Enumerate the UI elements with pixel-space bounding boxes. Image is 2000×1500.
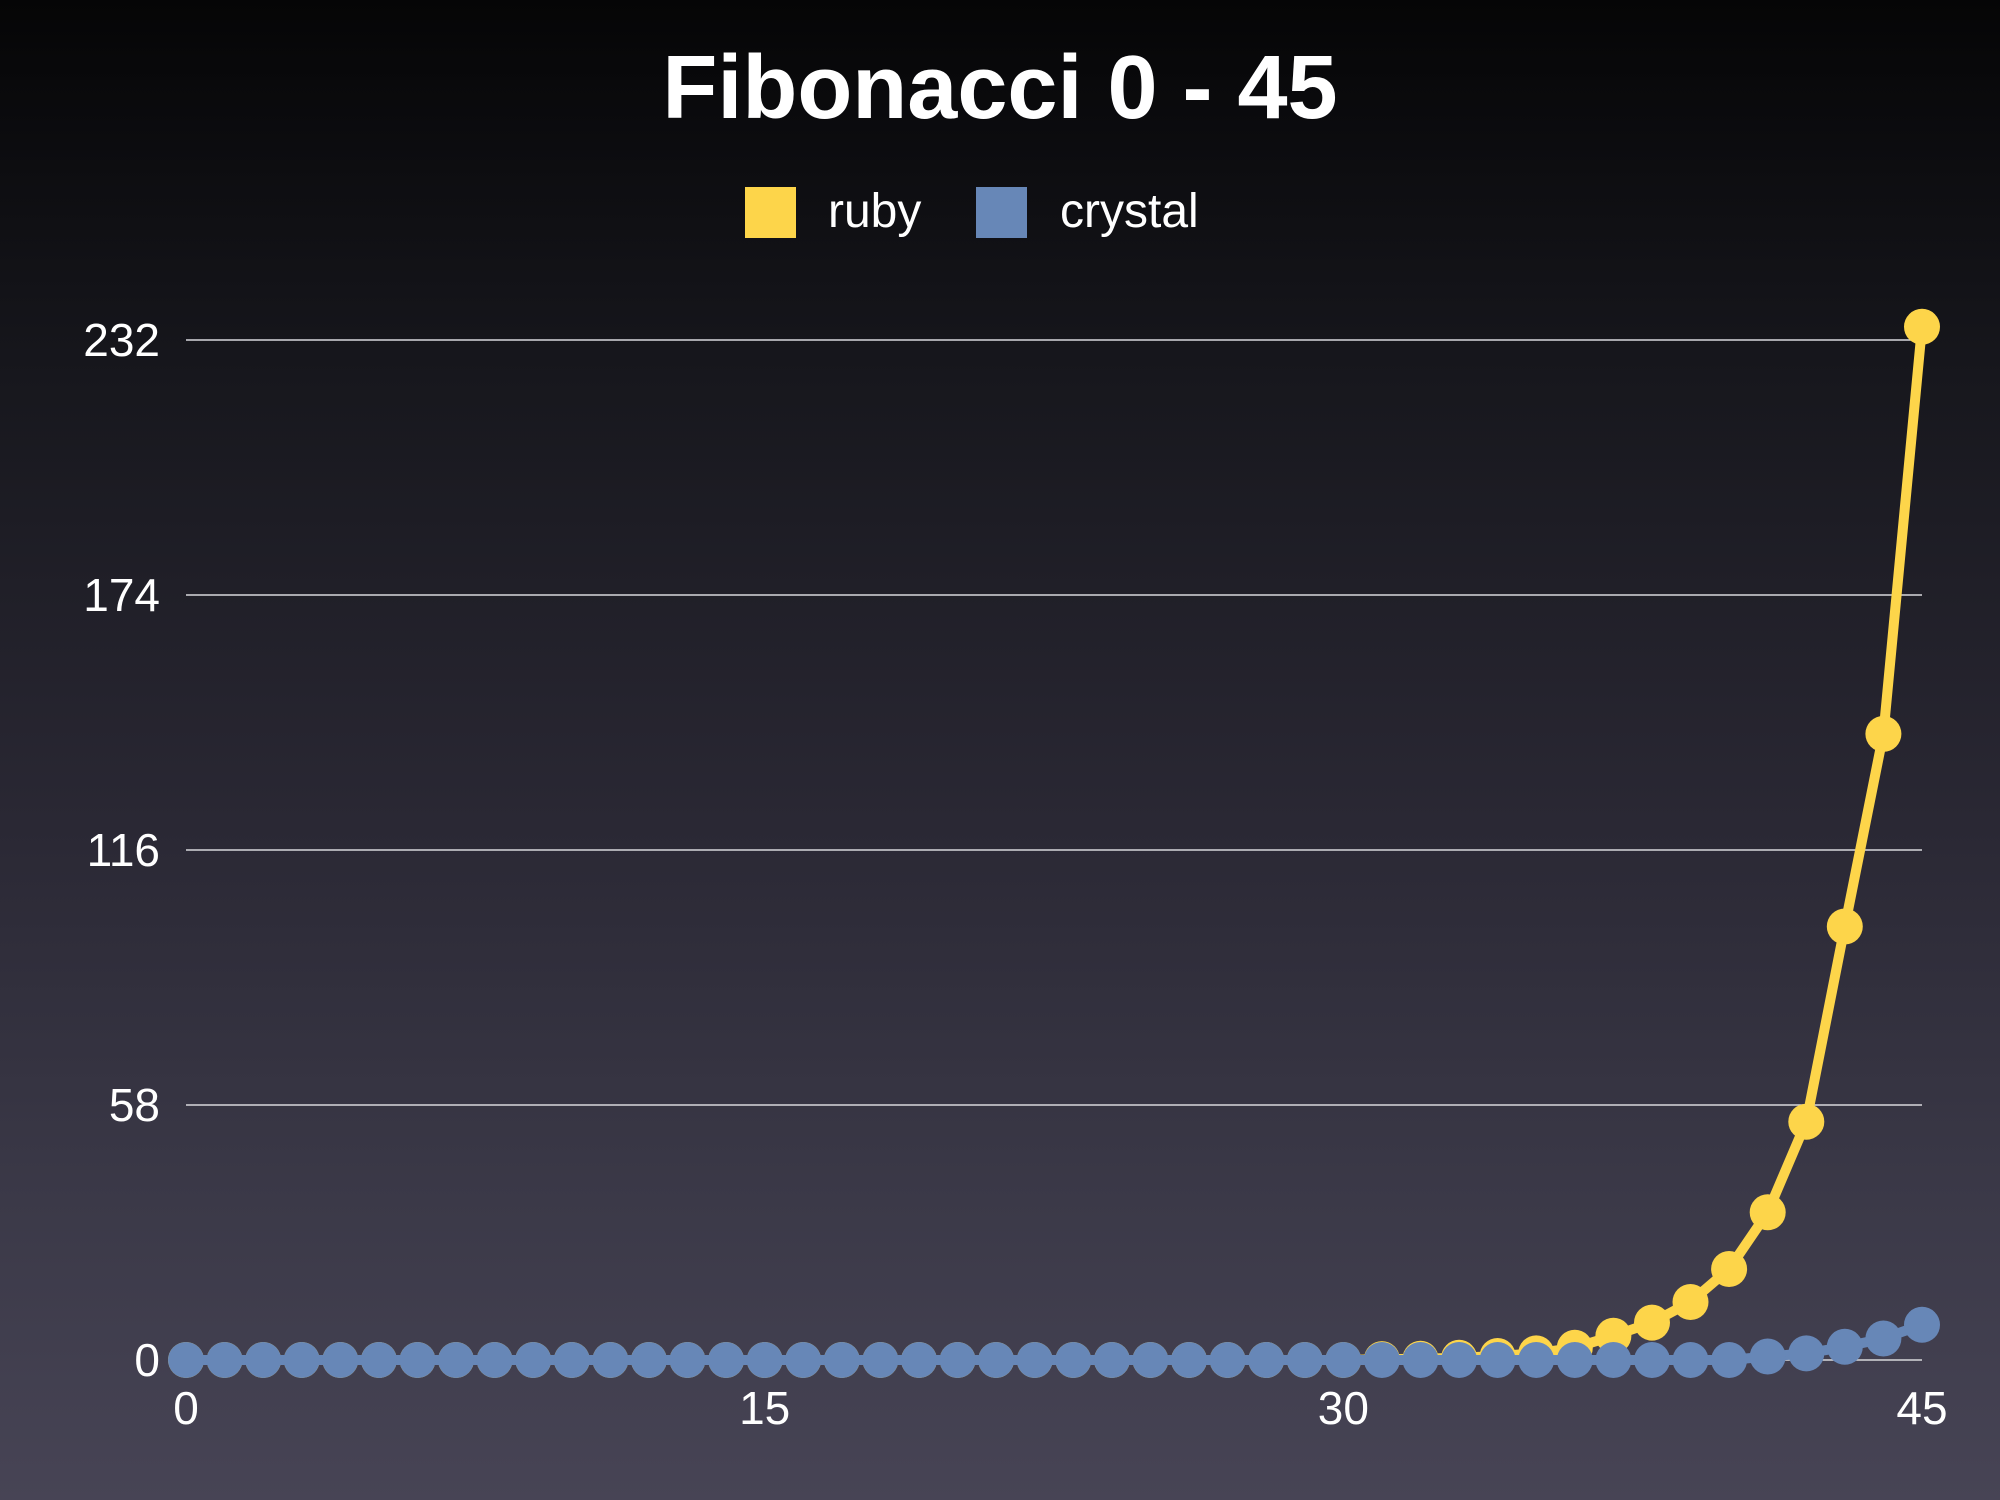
data-point-crystal xyxy=(1055,1342,1092,1378)
series-line-ruby xyxy=(186,326,1927,1365)
data-point-ruby xyxy=(1634,1304,1670,1341)
y-tick-label: 174 xyxy=(83,569,160,621)
data-point-crystal xyxy=(283,1342,320,1378)
y-axis-ticks: 0 58 116 174 232 xyxy=(83,314,160,1386)
data-point-crystal xyxy=(862,1342,899,1378)
data-point-ruby xyxy=(1865,715,1902,752)
data-point-crystal xyxy=(1171,1342,1207,1378)
data-point-crystal xyxy=(1402,1342,1439,1378)
data-point-crystal xyxy=(1132,1342,1169,1378)
data-point-crystal xyxy=(1711,1342,1748,1378)
data-point-crystal xyxy=(669,1342,706,1378)
data-point-crystal xyxy=(1209,1342,1246,1378)
data-point-crystal xyxy=(1518,1342,1555,1378)
data-point-ruby xyxy=(1788,1103,1825,1140)
y-tick-label: 232 xyxy=(83,314,160,366)
legend-label-crystal: crystal xyxy=(1060,185,1199,238)
data-point-crystal xyxy=(1865,1320,1902,1357)
legend-swatch-crystal xyxy=(976,187,1027,238)
data-point-crystal xyxy=(746,1342,783,1378)
data-point-crystal xyxy=(1556,1342,1593,1378)
y-tick-label: 58 xyxy=(109,1079,160,1131)
x-tick-label: 0 xyxy=(173,1382,199,1434)
data-point-crystal xyxy=(399,1342,436,1378)
data-point-crystal xyxy=(1363,1342,1400,1378)
series-line-crystal xyxy=(186,1320,1924,1365)
x-tick-label: 45 xyxy=(1896,1382,1947,1434)
data-point-crystal xyxy=(1286,1342,1323,1378)
gridlines xyxy=(186,339,1922,1361)
chart-title: Fibonacci 0 - 45 xyxy=(662,38,1337,138)
data-point-crystal xyxy=(785,1342,822,1378)
legend-swatch-ruby xyxy=(745,187,796,238)
data-point-crystal xyxy=(515,1342,552,1378)
data-point-crystal xyxy=(708,1342,745,1378)
data-point-crystal xyxy=(168,1342,204,1378)
data-point-crystal xyxy=(438,1342,474,1378)
data-point-crystal xyxy=(978,1342,1015,1378)
data-point-crystal xyxy=(1634,1342,1670,1378)
data-point-crystal xyxy=(1904,1306,1940,1343)
series-layer xyxy=(168,308,1940,1378)
series-crystal xyxy=(168,1306,1940,1378)
data-point-crystal xyxy=(1672,1342,1709,1378)
legend: ruby crystal xyxy=(745,185,1199,238)
data-point-ruby xyxy=(1826,908,1863,945)
data-point-ruby xyxy=(1711,1251,1748,1287)
data-point-crystal xyxy=(901,1342,937,1378)
data-point-crystal xyxy=(1788,1335,1825,1372)
y-tick-label: 0 xyxy=(134,1334,160,1386)
data-point-crystal xyxy=(476,1342,513,1378)
y-tick-label: 116 xyxy=(87,824,160,876)
data-point-crystal xyxy=(592,1342,629,1378)
series-ruby xyxy=(168,308,1940,1378)
data-point-crystal xyxy=(1441,1342,1478,1378)
data-point-crystal xyxy=(630,1342,667,1378)
data-point-crystal xyxy=(1749,1338,1786,1375)
data-point-crystal xyxy=(939,1342,976,1378)
data-point-crystal xyxy=(360,1342,397,1378)
x-axis-ticks: 0 15 30 45 xyxy=(173,1382,1947,1434)
data-point-crystal xyxy=(206,1342,243,1378)
data-point-crystal xyxy=(245,1342,282,1378)
data-point-ruby xyxy=(1904,308,1940,345)
x-tick-label: 15 xyxy=(739,1382,790,1434)
data-point-ruby xyxy=(1672,1284,1709,1320)
legend-label-ruby: ruby xyxy=(828,185,921,238)
data-point-crystal xyxy=(1016,1342,1053,1378)
data-point-ruby xyxy=(1749,1194,1786,1231)
data-point-crystal xyxy=(1248,1342,1285,1378)
data-point-crystal xyxy=(1826,1328,1863,1365)
data-point-crystal xyxy=(1479,1342,1516,1378)
data-point-crystal xyxy=(553,1342,590,1378)
data-point-crystal xyxy=(823,1342,860,1378)
data-point-crystal xyxy=(1325,1342,1362,1378)
x-tick-label: 30 xyxy=(1318,1382,1369,1434)
data-point-crystal xyxy=(322,1342,359,1378)
data-point-crystal xyxy=(1595,1342,1632,1378)
data-point-crystal xyxy=(1093,1342,1130,1378)
